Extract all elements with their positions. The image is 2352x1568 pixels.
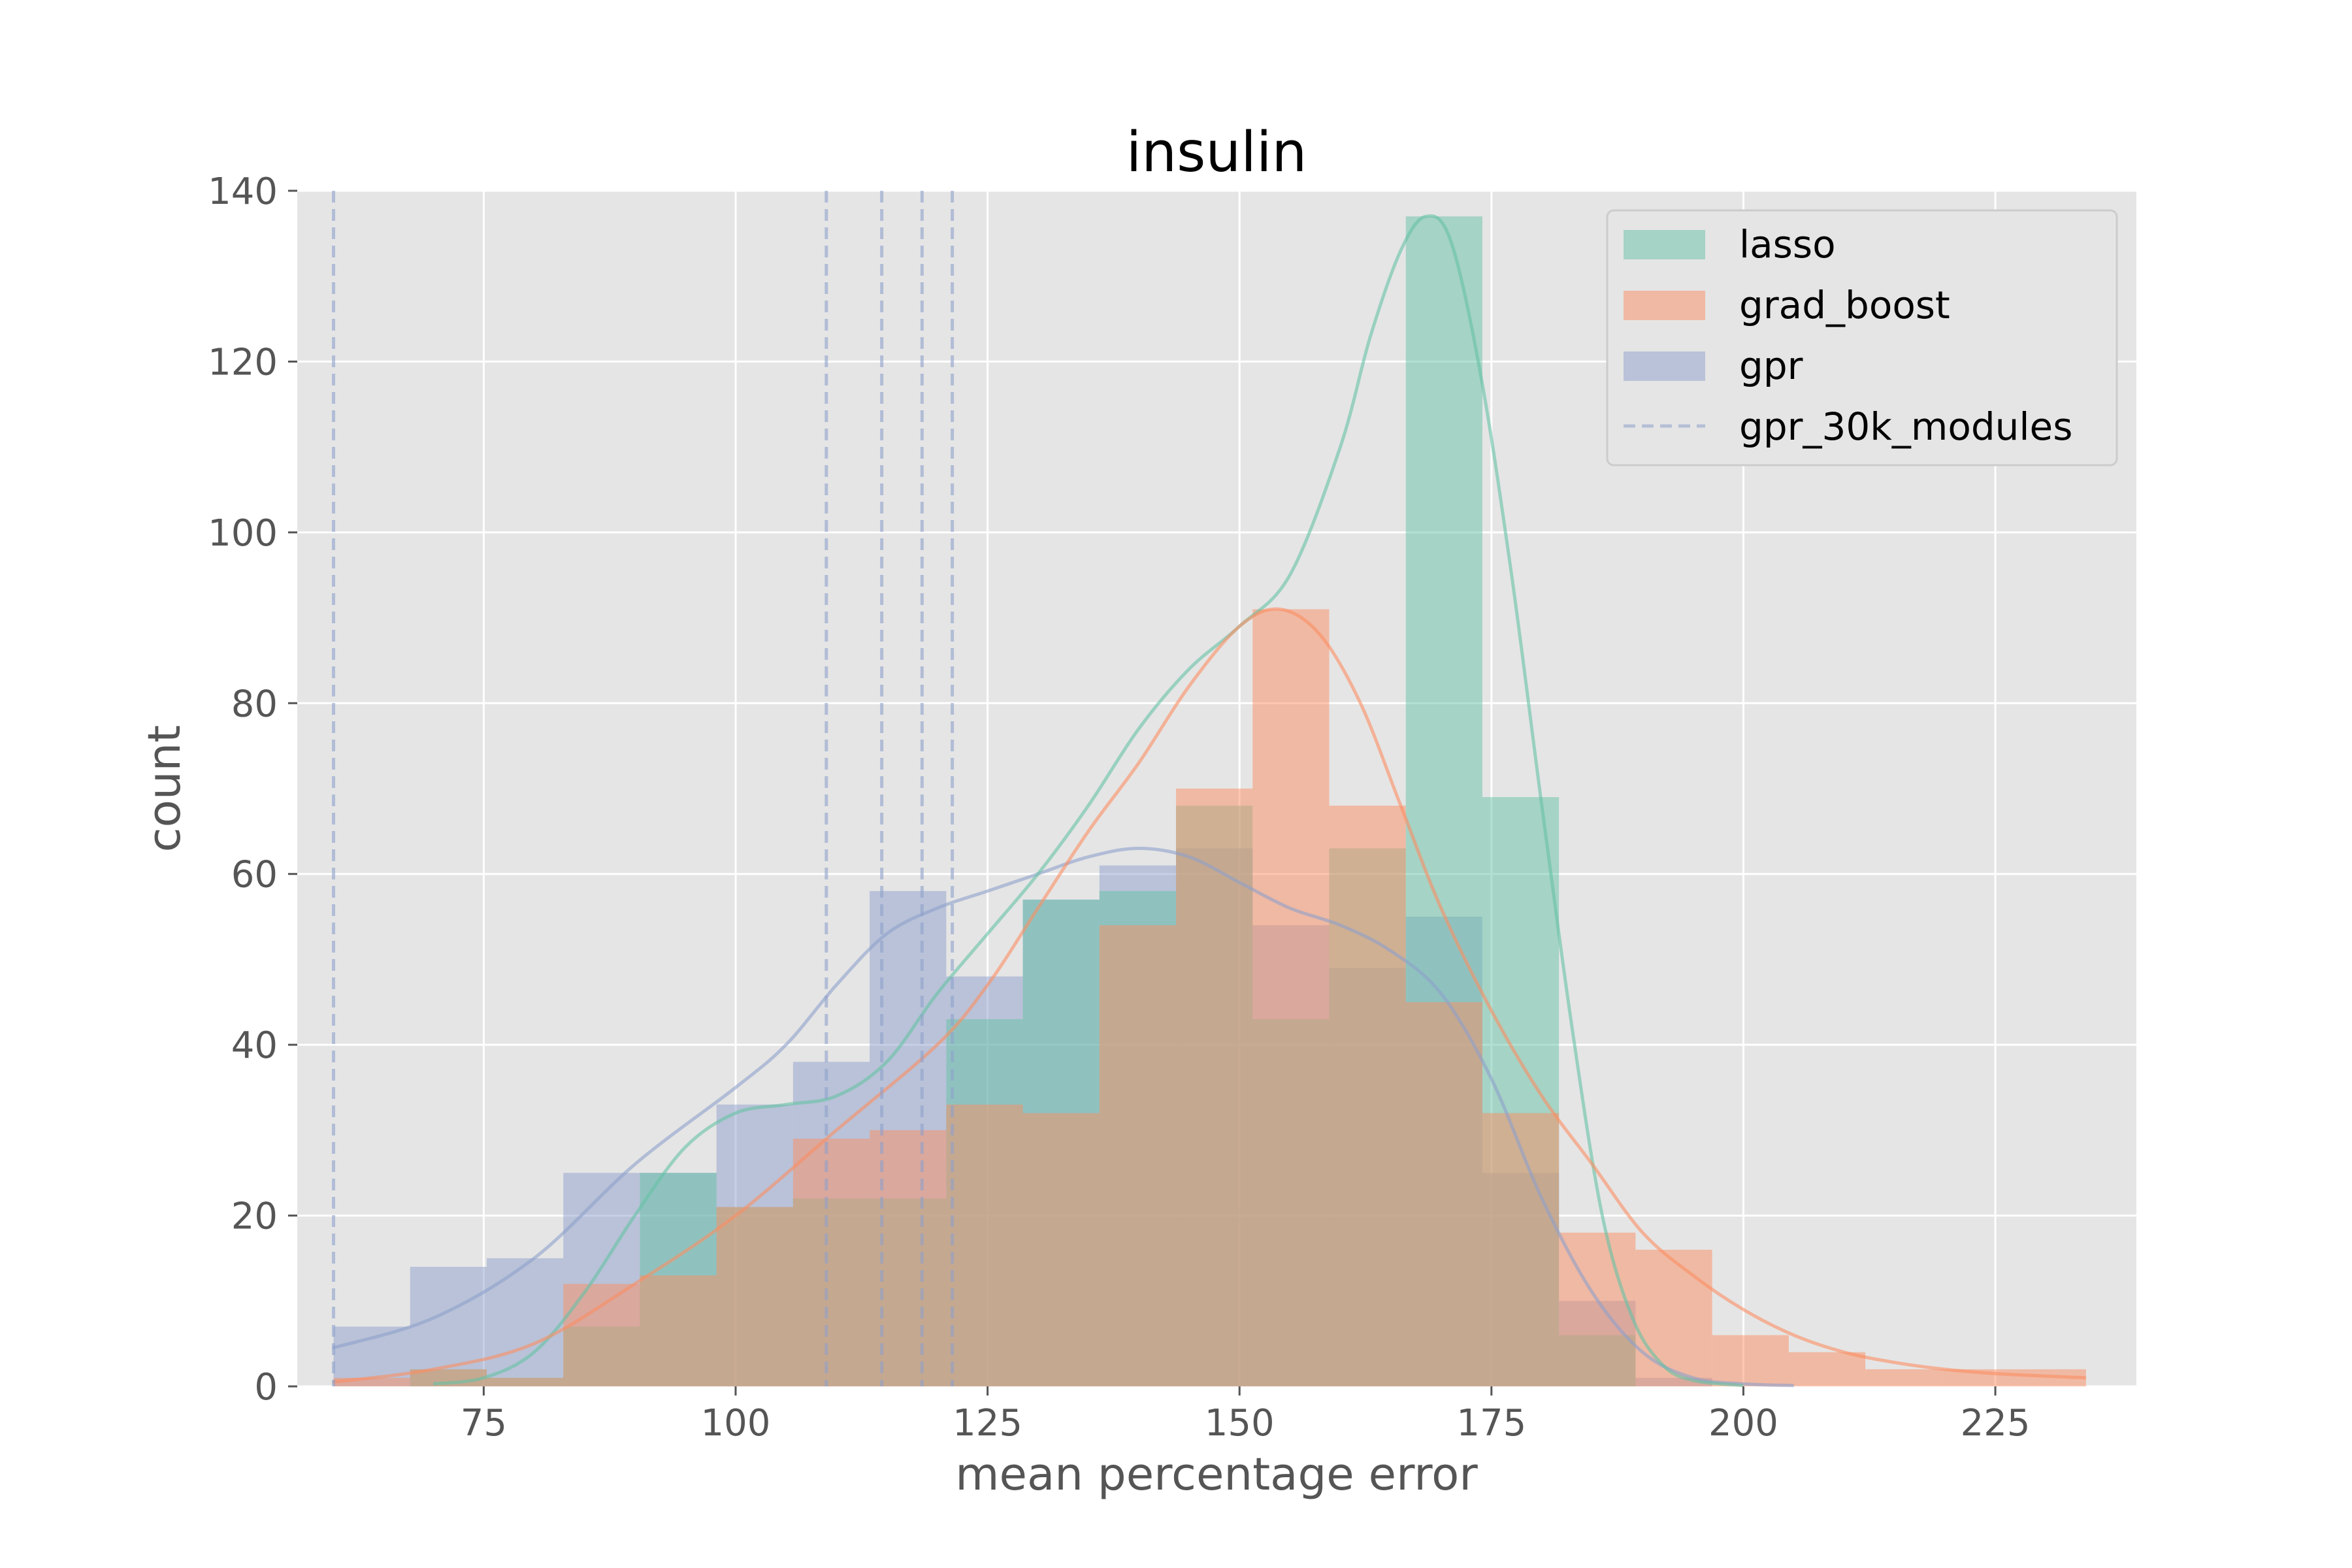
legend-swatch-grad-boost (1624, 291, 1705, 320)
y-tick-label-0: 0 (254, 1366, 278, 1409)
legend-swatch-lasso (1624, 230, 1705, 259)
bar-grad-boost-14 (1405, 1002, 1482, 1386)
legend-label-grad-boost: grad_boost (1739, 283, 1950, 327)
y-axis-label: count (139, 725, 191, 853)
kde-gpr (332, 846, 1794, 1388)
y-tick-label-120: 120 (208, 341, 278, 384)
legend-box (1606, 209, 2118, 466)
kde-curves (332, 214, 2086, 1388)
bar-grad-boost-3 (563, 1284, 640, 1386)
x-tick-label-100: 100 (701, 1402, 771, 1445)
bar-gpr-2 (486, 1258, 564, 1386)
chart-title: insulin (1126, 120, 1307, 185)
y-tick-label-100: 100 (208, 512, 278, 555)
kde-grad-boost (332, 607, 2086, 1384)
legend-label-gpr: gpr (1739, 344, 1803, 388)
y-axis-ticks: 0 20 40 60 80 100 120 140 (208, 171, 297, 1409)
bar-grad-boost-10 (1099, 925, 1177, 1386)
bar-gpr-1 (410, 1267, 487, 1386)
x-tick-label-175: 175 (1456, 1402, 1526, 1445)
legend-swatch-gpr (1624, 351, 1705, 381)
x-tick-label-150: 150 (1205, 1402, 1275, 1445)
bar-grad-boost-12 (1252, 609, 1330, 1386)
bar-grad-boost-4 (640, 1275, 717, 1386)
bar-grad-boost-6 (792, 1138, 870, 1386)
bars-grad-boost (333, 609, 2086, 1386)
bar-grad-boost-5 (716, 1207, 793, 1386)
x-axis-label: mean percentage error (955, 1448, 1478, 1501)
y-tick-label-60: 60 (231, 854, 278, 896)
bar-grad-boost-2 (486, 1377, 564, 1386)
x-tick-label-75: 75 (461, 1402, 507, 1445)
y-tick-label-80: 80 (231, 683, 278, 725)
bar-grad-boost-20 (1865, 1369, 1942, 1386)
y-tick-label-20: 20 (231, 1196, 278, 1238)
legend-label-gpr-30k-modules: gpr_30k_modules (1739, 404, 2072, 449)
x-tick-label-200: 200 (1708, 1402, 1778, 1445)
bar-grad-boost-9 (1022, 1113, 1100, 1386)
x-axis-ticks: 75 100 125 150 175 200 225 (461, 1386, 2031, 1445)
bar-grad-boost-18 (1712, 1335, 1789, 1386)
legend-label-lasso: lasso (1739, 222, 1836, 267)
y-tick-label-40: 40 (231, 1024, 278, 1067)
legend: lasso grad_boost gpr gpr_30k_modules (1606, 209, 2118, 466)
bar-grad-boost-8 (946, 1104, 1023, 1386)
bar-grad-boost-19 (1788, 1352, 1866, 1386)
kde-lasso (433, 214, 1744, 1388)
reference-lines (332, 191, 955, 1386)
bar-grad-boost-17 (1635, 1249, 1712, 1386)
x-tick-label-125: 125 (953, 1402, 1022, 1445)
bar-grad-boost-15 (1482, 1113, 1560, 1386)
y-tick-label-140: 140 (208, 171, 278, 213)
bar-grad-boost-13 (1329, 806, 1406, 1386)
x-tick-label-225: 225 (1961, 1402, 2031, 1445)
bar-grad-boost-11 (1176, 789, 1253, 1386)
